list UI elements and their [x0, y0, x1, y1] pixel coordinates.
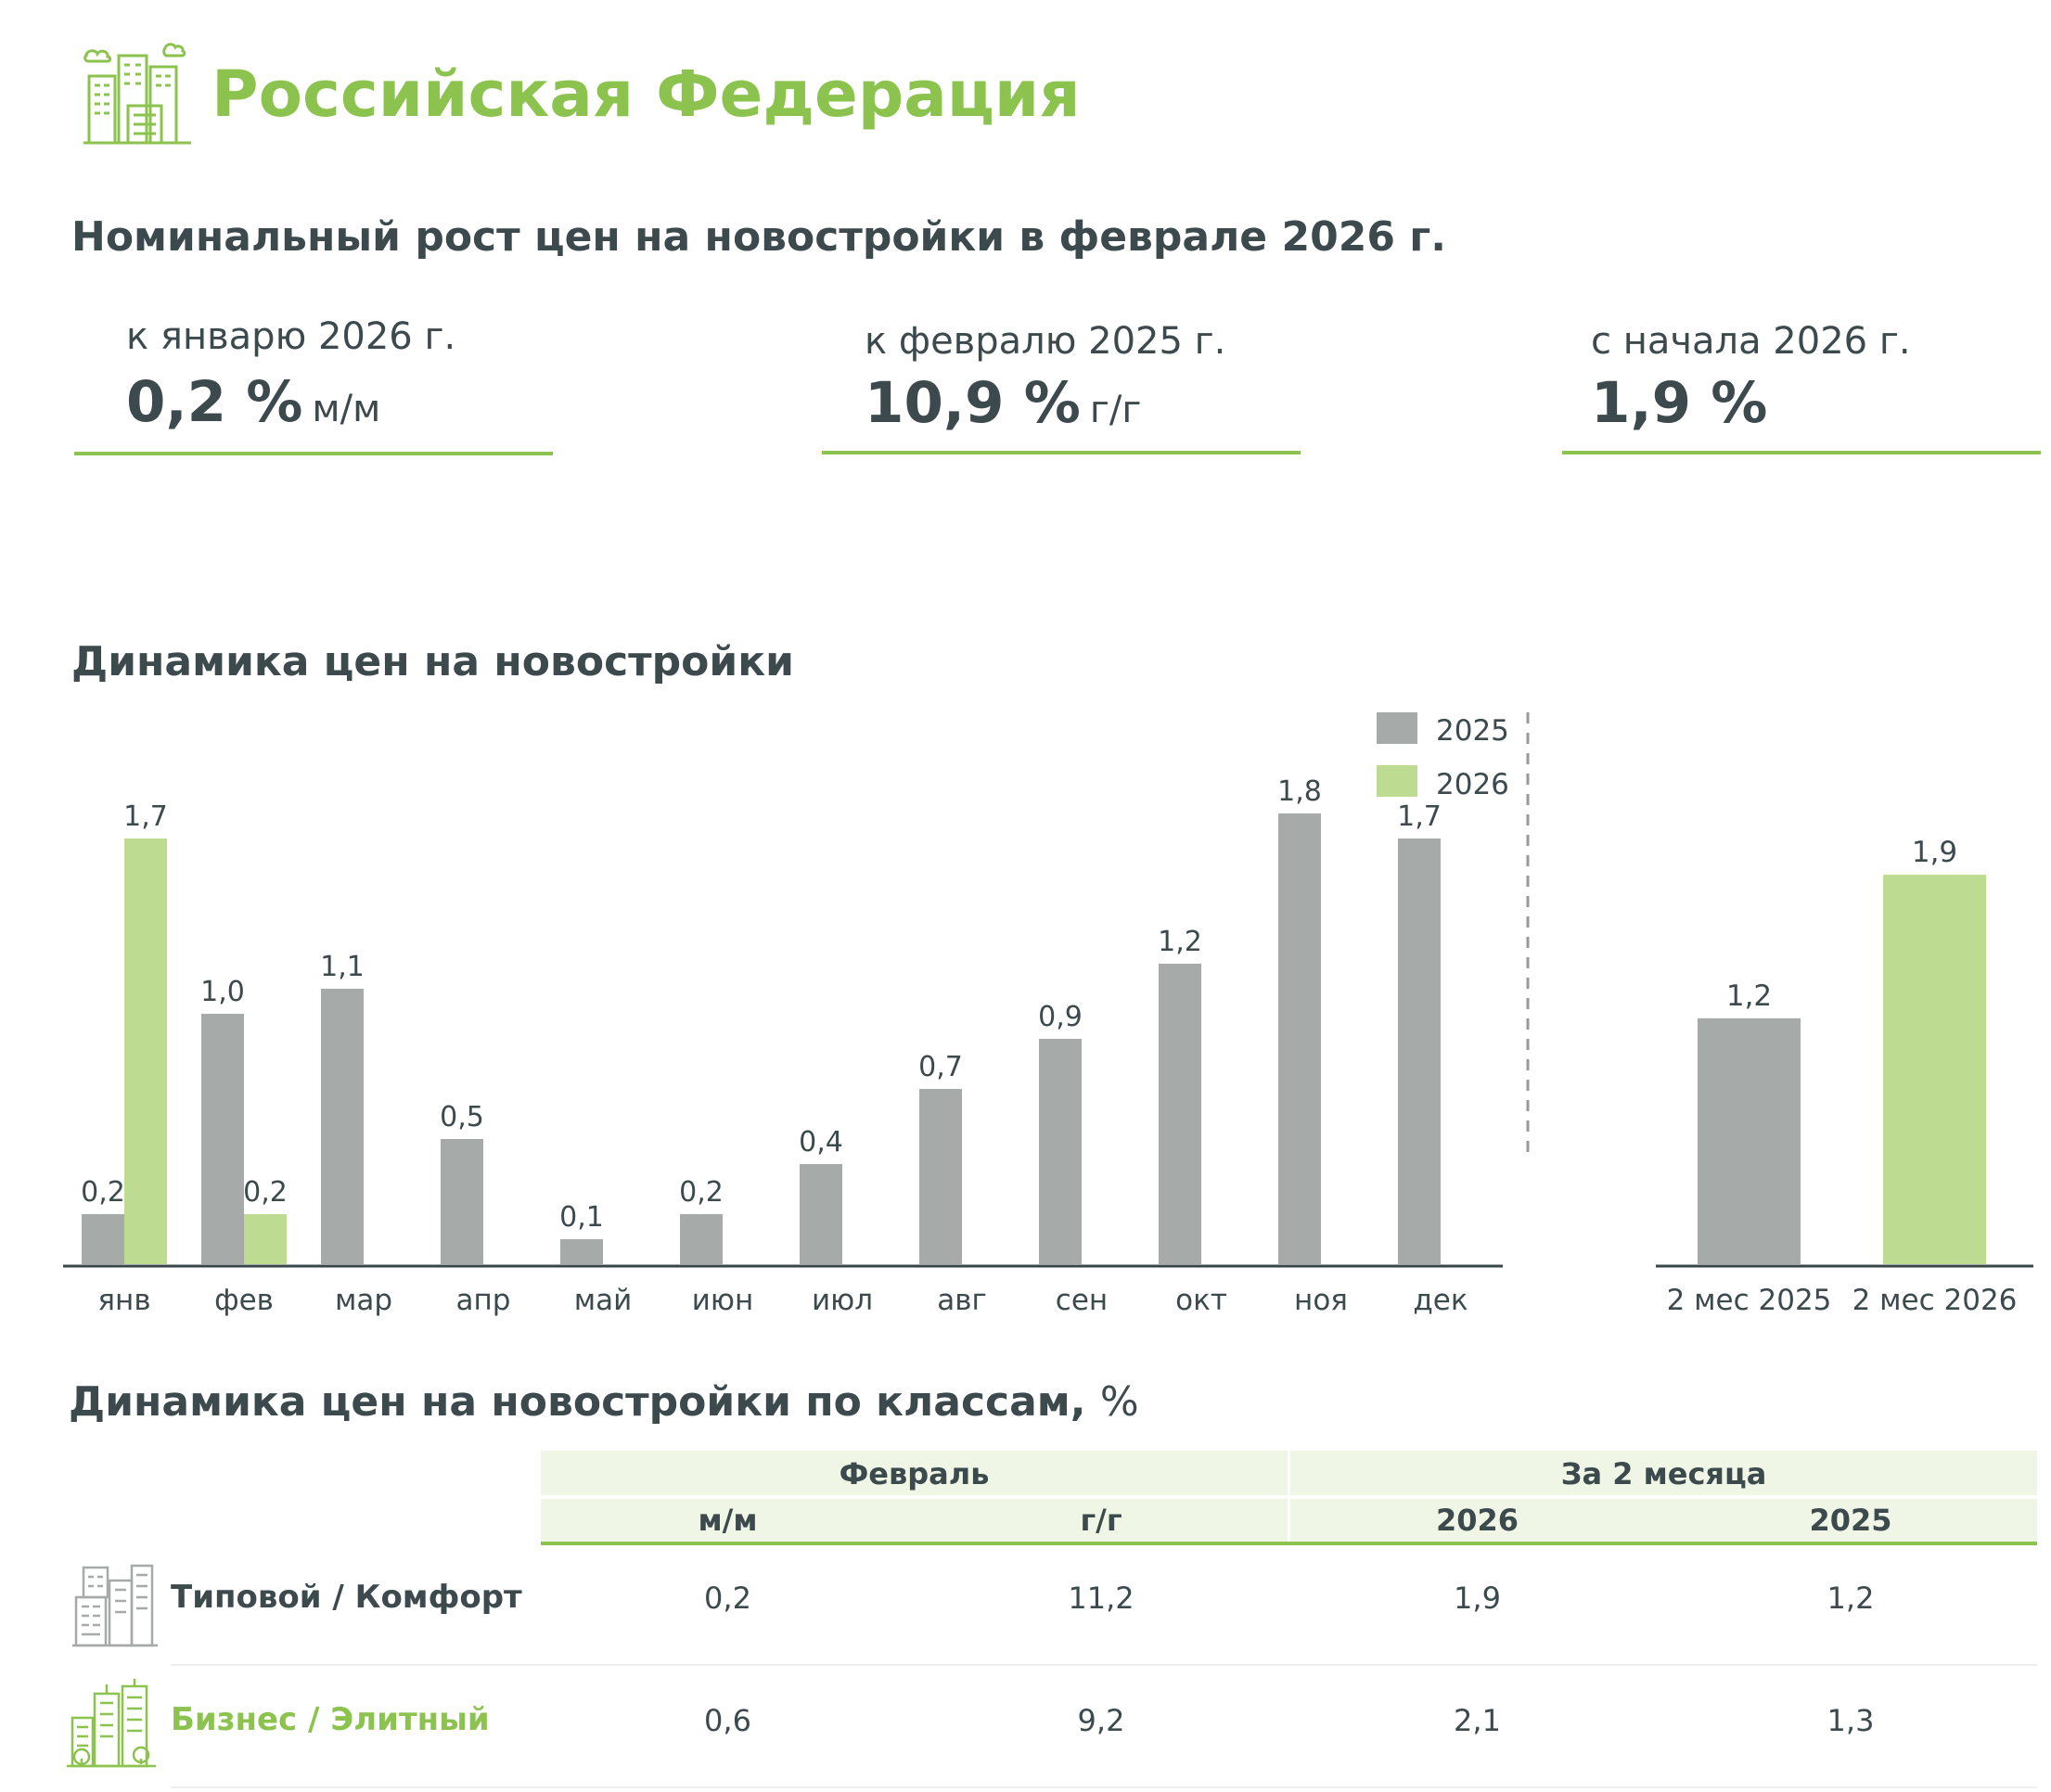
subheader-mm: м/м: [698, 1503, 758, 1538]
bar-2026-фев: [244, 1214, 287, 1264]
table-group-header-2m-bg: [1290, 1451, 2037, 1495]
bar-2026-янв: [124, 838, 167, 1264]
comfort-buildings-icon: [71, 1558, 160, 1651]
data-label-2025-ноя: 1,8: [1277, 775, 1322, 808]
x-tick-label-май: май: [574, 1284, 633, 1317]
table-subheader-feb-bg: [541, 1499, 1288, 1542]
data-label-2025-авг: 0,7: [918, 1051, 963, 1083]
ytd-bar-chart: 1,2 2 мес 2025 1,9 2 мес 2026: [1521, 649, 2051, 1330]
legend-swatch-2025: [1377, 712, 1417, 744]
bar-2-мес-2025: [1698, 1018, 1801, 1264]
kpi-label: с начала 2026 г.: [1591, 320, 1911, 363]
region-title: Российская Федерация: [212, 58, 1081, 132]
data-label-2025-апр: 0,5: [440, 1101, 484, 1133]
x-tick-label-июл: июл: [812, 1284, 873, 1317]
cell-comfort-yy: 11,2: [1068, 1581, 1134, 1616]
cell-comfort-2025: 1,2: [1827, 1581, 1875, 1616]
data-label-2-мес-2026: 1,9: [1912, 836, 1957, 869]
x-tick-label-фев: фев: [214, 1284, 274, 1317]
bar-2025-мар: [321, 989, 364, 1264]
table-title: Динамика цен на новостройки по классам, …: [69, 1378, 1139, 1426]
row-divider: [171, 1664, 2037, 1666]
cell-business-2026: 2,1: [1454, 1703, 1501, 1738]
bar-2-мес-2026: [1883, 875, 1986, 1264]
bar-2025-май: [560, 1239, 603, 1264]
legend-swatch-2026: [1377, 765, 1417, 797]
cell-business-2025: 1,3: [1827, 1703, 1875, 1738]
kpi-card-month: к январю 2026 г. 0,2 % м/м: [74, 315, 553, 455]
x-tick-label-дек: дек: [1413, 1284, 1468, 1317]
table-header-underline: [541, 1542, 2037, 1545]
kpi-card-year: к февралю 2025 г. 10,9 % г/г: [822, 320, 1301, 454]
business-buildings-icon: [65, 1677, 158, 1773]
city-icon: [82, 39, 193, 149]
kpi-value: 0,2 % м/м: [126, 369, 381, 435]
data-label-2025-фев: 1,0: [200, 976, 245, 1008]
x-tick-label-апр: апр: [456, 1284, 511, 1317]
x-tick-label-авг: авг: [937, 1284, 987, 1317]
data-label-2026-фев: 0,2: [243, 1176, 288, 1209]
x-tick-label-янв: янв: [97, 1284, 150, 1317]
kpi-underline: [1562, 451, 2041, 454]
bar-2025-окт: [1159, 964, 1201, 1264]
bar-2025-июн: [680, 1214, 723, 1264]
data-label-2025-янв: 0,2: [81, 1176, 125, 1209]
kpi-value: 10,9 % г/г: [865, 370, 1142, 436]
table-group-header-feb-bg: [541, 1451, 1288, 1495]
bar-2025-фев: [201, 1014, 244, 1264]
data-label-2025-май: 0,1: [559, 1201, 604, 1234]
x-tick-label-ноя: ноя: [1294, 1284, 1348, 1317]
x-tick-label-сен: сен: [1056, 1284, 1108, 1317]
x-tick-label-июн: июн: [692, 1284, 754, 1317]
monthly-bar-chart: 0,2 1,7 янв 1,0 0,2 фев 1,1 мар 0,5 апр 0,1 май 0,2 и…: [0, 686, 1558, 1330]
row-name-comfort: Типовой / Комфорт: [171, 1579, 522, 1616]
data-label-2025-сен: 0,9: [1038, 1001, 1083, 1033]
data-label-2025-июн: 0,2: [679, 1176, 724, 1209]
group-header-february: Февраль: [839, 1456, 990, 1491]
bar-2025-апр: [441, 1139, 483, 1264]
row-divider: [171, 1786, 2037, 1788]
legend-label-2026: 2026: [1436, 768, 1509, 801]
cell-comfort-2026: 1,9: [1454, 1581, 1501, 1616]
group-header-two-months: За 2 месяца: [1560, 1456, 1767, 1491]
kpi-value: 1,9 %: [1591, 370, 1768, 436]
bar-2025-янв: [82, 1214, 124, 1264]
data-label-2025-мар: 1,1: [320, 951, 365, 983]
subheader-2025: 2025: [1809, 1503, 1892, 1538]
data-label-2026-янв: 1,7: [123, 800, 168, 833]
kpi-label: к январю 2026 г.: [126, 315, 456, 358]
chart-title: Динамика цен на новостройки: [71, 638, 794, 685]
cell-comfort-mm: 0,2: [704, 1581, 751, 1616]
kpi-label: к февралю 2025 г.: [865, 320, 1226, 363]
x-tick-label-2-мес-2025: 2 мес 2025: [1667, 1284, 1832, 1317]
data-label-2025-дек: 1,7: [1397, 800, 1442, 833]
data-label-2025-июл: 0,4: [799, 1126, 843, 1158]
kpi-underline: [822, 451, 1301, 454]
bar-2025-авг: [919, 1089, 962, 1264]
data-label-2-мес-2025: 1,2: [1726, 979, 1772, 1013]
subheader-2026: 2026: [1435, 1503, 1519, 1538]
x-tick-label-мар: мар: [335, 1284, 392, 1317]
cell-business-yy: 9,2: [1077, 1703, 1125, 1738]
legend-label-2025: 2025: [1436, 714, 1509, 748]
kpi-card-ytd: с начала 2026 г. 1,9 %: [1562, 320, 2041, 454]
main-title: Номинальный рост цен на новостройки в фе…: [71, 213, 1446, 261]
x-tick-label-окт: окт: [1175, 1284, 1227, 1317]
bar-2025-июл: [800, 1164, 842, 1264]
subheader-yy: г/г: [1080, 1503, 1122, 1538]
kpi-underline: [74, 452, 553, 455]
x-tick-label-2-мес-2026: 2 мес 2026: [1852, 1284, 2018, 1317]
cell-business-mm: 0,6: [704, 1703, 751, 1738]
bar-2025-сен: [1039, 1039, 1082, 1264]
table-subheader-2m-bg: [1290, 1499, 2037, 1542]
bar-2025-дек: [1398, 838, 1441, 1264]
data-label-2025-окт: 1,2: [1158, 926, 1202, 958]
bar-2025-ноя: [1278, 813, 1321, 1264]
row-name-business: Бизнес / Элитный: [171, 1701, 490, 1738]
